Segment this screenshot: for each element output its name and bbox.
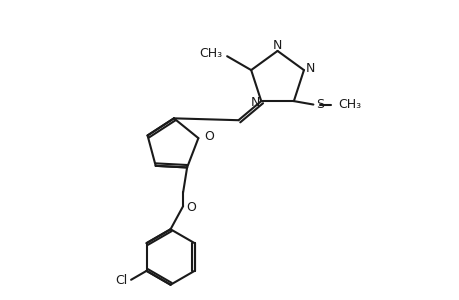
Text: N: N	[305, 62, 314, 75]
Text: CH₃: CH₃	[337, 98, 360, 111]
Text: N: N	[272, 39, 282, 52]
Text: O: O	[186, 201, 196, 214]
Text: CH₃: CH₃	[199, 47, 222, 60]
Text: S: S	[315, 98, 323, 111]
Text: N: N	[250, 96, 259, 109]
Text: Cl: Cl	[115, 274, 127, 287]
Text: O: O	[204, 130, 214, 142]
